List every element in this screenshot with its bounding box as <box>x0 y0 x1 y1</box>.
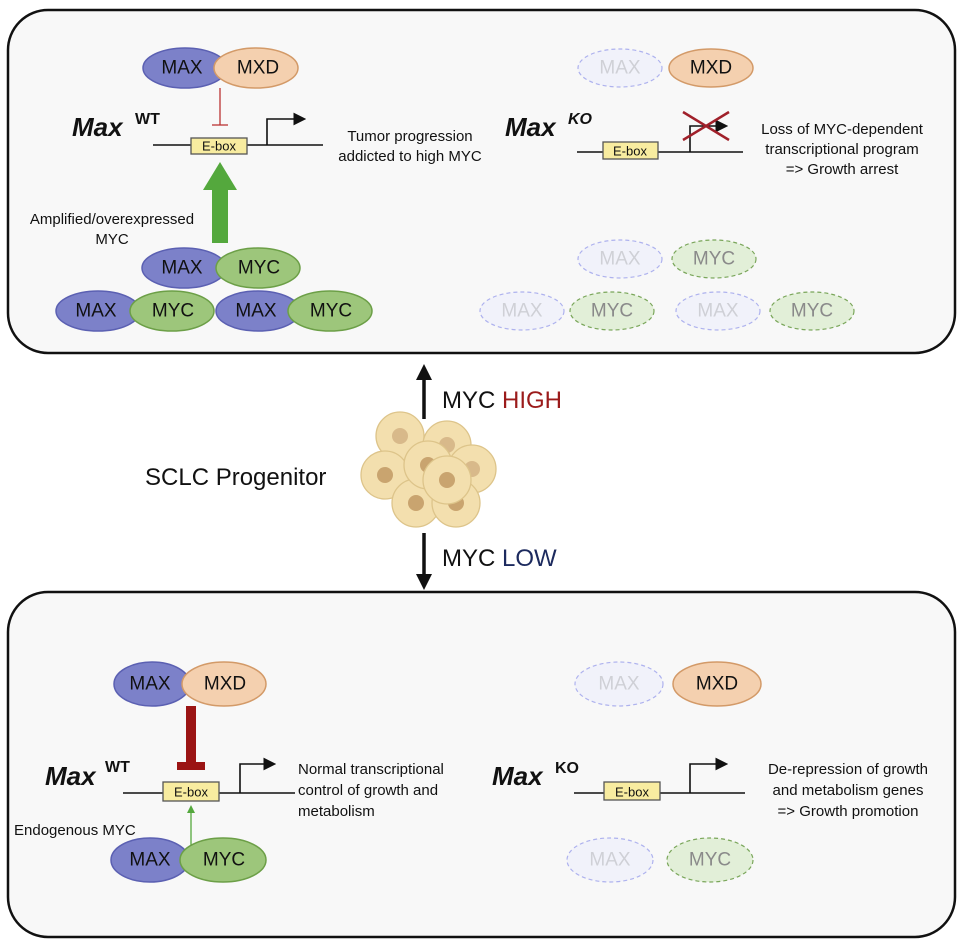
absent-max-protein <box>577 48 663 88</box>
ko-outcome-line: => Growth arrest <box>786 161 899 178</box>
blocked-cross-icon <box>682 110 730 142</box>
max-myc-dimer: MAX MYC <box>215 290 373 332</box>
myc-low-label: MYC LOW <box>442 545 557 572</box>
svg-text:MAX: MAX <box>599 249 641 270</box>
weak-inhibition-arrow <box>212 88 228 126</box>
svg-text:MAX: MAX <box>697 301 739 322</box>
absent-max-protein <box>574 661 664 707</box>
myc-amplified-label: Amplified/overexpressed <box>30 211 194 228</box>
wt-outcome-line: Tumor progression <box>347 128 472 145</box>
svg-text:MYC: MYC <box>152 301 194 322</box>
top-panel-myc-high: MAX MXD Max WT E-box Tumor progression a… <box>6 8 957 355</box>
ko-outcome-line: => Growth promotion <box>778 803 919 820</box>
ebox <box>162 781 220 802</box>
promoter-arrow-icon <box>266 112 307 145</box>
wt-superscript: WT <box>135 111 160 128</box>
cell-cluster-icon <box>360 411 497 528</box>
gene-max-label: Max <box>492 761 544 791</box>
max-myc-dimer: MAX MYC <box>110 837 267 883</box>
cell-nucleus <box>377 467 393 483</box>
max-label: MAX <box>161 58 203 79</box>
top-ko-section: MAX MXD Max KO E-box Loss of MYC-depende… <box>479 48 924 331</box>
svg-text:MAX: MAX <box>501 301 543 322</box>
ko-superscript: KO <box>555 760 579 777</box>
wt-superscript: WT <box>105 759 130 776</box>
svg-text:MAX: MAX <box>599 58 641 79</box>
weak-activation-arrow-icon <box>187 805 195 846</box>
myc-amplified-label: MYC <box>95 231 129 248</box>
svg-text:MXD: MXD <box>690 58 732 79</box>
svg-text:MAX: MAX <box>129 850 171 871</box>
ko-superscript: KO <box>568 111 593 128</box>
cell-nucleus <box>439 472 455 488</box>
svg-text:MYC: MYC <box>791 301 833 322</box>
cell-nucleus <box>392 428 408 444</box>
svg-text:MAX: MAX <box>589 850 631 871</box>
mxd-label: MXD <box>237 58 279 79</box>
promoter-arrow-icon <box>239 757 277 793</box>
svg-text:MAX: MAX <box>161 258 203 279</box>
svg-text:MAX: MAX <box>598 674 640 695</box>
sclc-progenitor-label: SCLC Progenitor <box>145 464 326 491</box>
top-wt-section: MAX MXD Max WT E-box Tumor progression a… <box>30 47 482 332</box>
wt-outcome-line: addicted to high MYC <box>338 148 482 165</box>
mxd-protein <box>213 47 299 89</box>
svg-text:MYC: MYC <box>203 850 245 871</box>
ebox <box>603 781 661 801</box>
svg-text:MAX: MAX <box>129 674 171 695</box>
gene-max-label: Max <box>45 761 97 791</box>
arrow-down-icon <box>416 533 432 590</box>
strong-activation-arrow-icon <box>203 162 237 243</box>
mxd-protein <box>668 48 754 88</box>
svg-text:MYC: MYC <box>591 301 633 322</box>
strong-inhibition-arrow-icon <box>177 706 205 770</box>
max-myc-dimer: MAX MYC <box>55 290 215 332</box>
myc-high-label: MYC HIGH <box>442 387 562 414</box>
ebox <box>190 137 248 155</box>
max-myc-dimer: MAX MYC <box>141 247 301 289</box>
svg-text:E-box: E-box <box>174 785 208 800</box>
mxd-protein <box>672 661 762 707</box>
bottom-panel-myc-low: MAX MXD Max WT E-box Normal transcription… <box>6 590 957 939</box>
wt-outcome-line: metabolism <box>298 803 375 820</box>
svg-text:E-box: E-box <box>615 785 649 800</box>
progenitor-section: MYC HIGH SCLC Progenitor MYC LOW <box>145 364 562 590</box>
ebox <box>602 141 659 160</box>
svg-text:MAX: MAX <box>235 301 277 322</box>
max-mxd-dimer: MAX MXD <box>113 661 267 707</box>
svg-text:MXD: MXD <box>204 674 246 695</box>
svg-text:MAX: MAX <box>75 301 117 322</box>
cell-nucleus <box>408 495 424 511</box>
svg-text:MYC: MYC <box>693 249 735 270</box>
absent-max-myc-dimer: MAX MYC <box>479 291 655 331</box>
ko-outcome-line: De-repression of growth <box>768 761 928 778</box>
promoter-arrow-icon <box>689 119 729 152</box>
arrow-up-icon <box>416 364 432 419</box>
ebox-label: E-box <box>202 139 236 154</box>
absent-max-myc-dimer: MAX MYC <box>566 837 754 883</box>
gene-max-label: Max <box>72 112 124 142</box>
ko-outcome-line: and metabolism genes <box>773 782 924 799</box>
svg-text:E-box: E-box <box>613 144 647 159</box>
bottom-wt-section: MAX MXD Max WT E-box Normal transcription… <box>14 661 444 883</box>
gene-max-label: Max <box>505 112 557 142</box>
svg-text:MXD: MXD <box>696 674 738 695</box>
bottom-ko-section: MAX MXD Max KO E-box De-repression of gr… <box>492 661 928 883</box>
svg-text:MYC: MYC <box>310 301 352 322</box>
max-mxd-dimer: MAX MXD <box>142 47 299 89</box>
ko-outcome-line: transcriptional program <box>765 141 918 158</box>
absent-max-myc-dimer: MAX MYC <box>577 239 757 279</box>
ko-outcome-line: Loss of MYC-dependent <box>761 121 924 138</box>
wt-outcome-line: Normal transcriptional <box>298 761 444 778</box>
svg-text:MYC: MYC <box>238 258 280 279</box>
promoter-arrow-icon <box>689 757 729 793</box>
wt-outcome-line: control of growth and <box>298 782 438 799</box>
endogenous-myc-label: Endogenous MYC <box>14 822 136 839</box>
absent-max-myc-dimer: MAX MYC <box>675 291 855 331</box>
svg-text:MYC: MYC <box>689 850 731 871</box>
